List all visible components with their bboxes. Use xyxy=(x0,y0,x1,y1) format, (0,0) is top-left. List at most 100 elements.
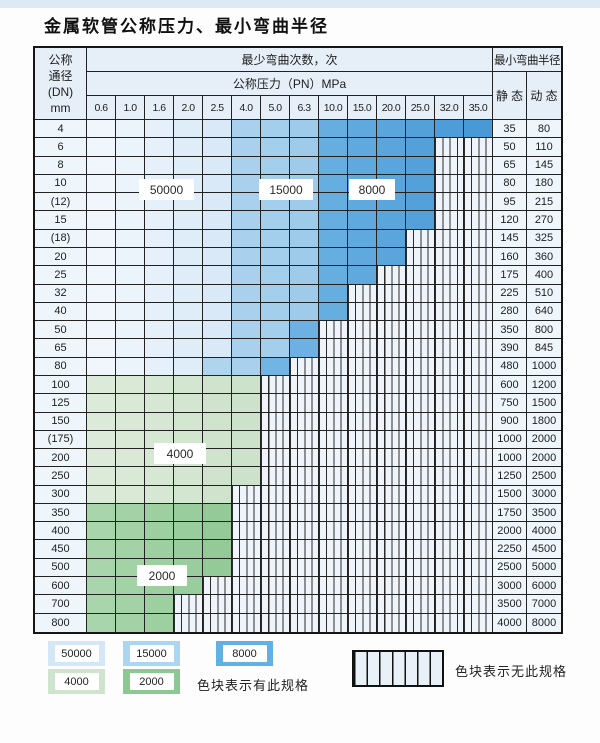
spec-cell xyxy=(174,375,203,395)
spec-cell xyxy=(174,394,203,413)
no-spec-cell xyxy=(377,522,406,541)
no-spec-cell xyxy=(203,613,232,632)
no-spec-cell xyxy=(261,430,290,450)
dn-cell: 10 xyxy=(35,174,87,194)
spec-cell xyxy=(116,247,145,267)
spec-cell xyxy=(319,284,348,303)
dynamic-header: 动 态 xyxy=(527,72,561,120)
dynamic-cell: 325 xyxy=(527,229,561,248)
spec-cell xyxy=(203,284,232,303)
static-cell: 480 xyxy=(493,357,527,376)
dynamic-cell: 270 xyxy=(527,211,561,230)
spec-cell xyxy=(87,412,116,431)
dn-header-line: (DN) xyxy=(47,84,74,99)
spec-cell xyxy=(87,540,116,559)
spec-cell xyxy=(145,412,174,431)
no-spec-cell xyxy=(406,247,435,267)
static-cell: 750 xyxy=(493,394,527,413)
spec-cell xyxy=(290,229,319,248)
pressure-col-label: 15.0 xyxy=(348,96,377,120)
no-spec-cell xyxy=(232,485,261,504)
spec-cell xyxy=(261,229,290,248)
static-cell: 2000 xyxy=(493,522,527,541)
no-spec-cell xyxy=(232,613,261,632)
no-spec-cell xyxy=(406,229,435,248)
spec-cell xyxy=(145,375,174,395)
spec-cell xyxy=(87,577,116,596)
dynamic-cell: 360 xyxy=(527,247,561,267)
no-spec-cell xyxy=(464,412,493,431)
legend-no-spec-swatch xyxy=(352,650,444,687)
dn-cell: 50 xyxy=(35,321,87,340)
dn-cell: 20 xyxy=(35,247,87,267)
static-cell: 225 xyxy=(493,284,527,303)
spec-cell xyxy=(174,503,203,523)
no-spec-cell xyxy=(406,321,435,340)
legend-swatch-label: 8000 xyxy=(222,645,267,662)
dn-cell: (18) xyxy=(35,229,87,248)
no-spec-cell xyxy=(435,485,464,504)
no-spec-cell xyxy=(406,467,435,486)
no-spec-cell xyxy=(464,266,493,285)
no-spec-cell xyxy=(348,558,377,578)
dn-cell: 125 xyxy=(35,394,87,413)
spec-cell xyxy=(261,211,290,230)
dynamic-cell: 145 xyxy=(527,156,561,175)
spec-cell xyxy=(116,156,145,175)
spec-cell xyxy=(319,156,348,175)
spec-cell xyxy=(116,430,145,450)
no-spec-cell xyxy=(377,394,406,413)
no-spec-cell xyxy=(406,540,435,559)
no-spec-cell xyxy=(464,503,493,523)
spec-cell xyxy=(290,120,319,139)
pressure-header: 公称压力（PN）MPa xyxy=(87,72,493,96)
spec-cell xyxy=(116,375,145,395)
no-spec-cell xyxy=(435,266,464,285)
spec-cell xyxy=(145,247,174,267)
dn-cell: 400 xyxy=(35,522,87,541)
no-spec-cell xyxy=(348,375,377,395)
spec-cell xyxy=(174,247,203,267)
pressure-col-label: 1.6 xyxy=(145,96,174,120)
spec-cell xyxy=(116,449,145,468)
static-cell: 3000 xyxy=(493,577,527,596)
top-strip xyxy=(0,0,600,8)
static-cell: 160 xyxy=(493,247,527,267)
static-header: 静 态 xyxy=(493,72,527,120)
spec-cell xyxy=(87,613,116,632)
no-spec-cell xyxy=(319,321,348,340)
dn-cell: 350 xyxy=(35,503,87,523)
spec-cell xyxy=(232,138,261,157)
spec-cell xyxy=(319,120,348,139)
static-cell: 4000 xyxy=(493,613,527,632)
pressure-col-label: 4.0 xyxy=(232,96,261,120)
no-spec-cell xyxy=(464,540,493,559)
no-spec-cell xyxy=(348,394,377,413)
no-spec-cell xyxy=(435,577,464,596)
spec-cell xyxy=(174,266,203,285)
spec-cell xyxy=(174,284,203,303)
region-label-8000: 8000 xyxy=(349,179,395,200)
spec-cell xyxy=(232,339,261,358)
no-spec-cell xyxy=(464,284,493,303)
spec-cell xyxy=(435,120,464,139)
no-spec-cell xyxy=(348,284,377,303)
dynamic-cell: 1500 xyxy=(527,394,561,413)
spec-cell xyxy=(203,229,232,248)
spec-cell xyxy=(87,503,116,523)
spec-cell xyxy=(87,174,116,194)
no-spec-cell xyxy=(464,558,493,578)
static-cell: 2500 xyxy=(493,558,527,578)
no-spec-cell xyxy=(435,156,464,175)
spec-cell xyxy=(116,485,145,504)
spec-cell xyxy=(203,467,232,486)
static-cell: 80 xyxy=(493,174,527,194)
dynamic-cell: 215 xyxy=(527,193,561,212)
spec-cell xyxy=(145,266,174,285)
dynamic-cell: 845 xyxy=(527,339,561,358)
spec-cell xyxy=(87,229,116,248)
spec-cell xyxy=(174,357,203,376)
spec-cell xyxy=(348,138,377,157)
spec-cell xyxy=(145,321,174,340)
no-spec-cell xyxy=(174,595,203,614)
